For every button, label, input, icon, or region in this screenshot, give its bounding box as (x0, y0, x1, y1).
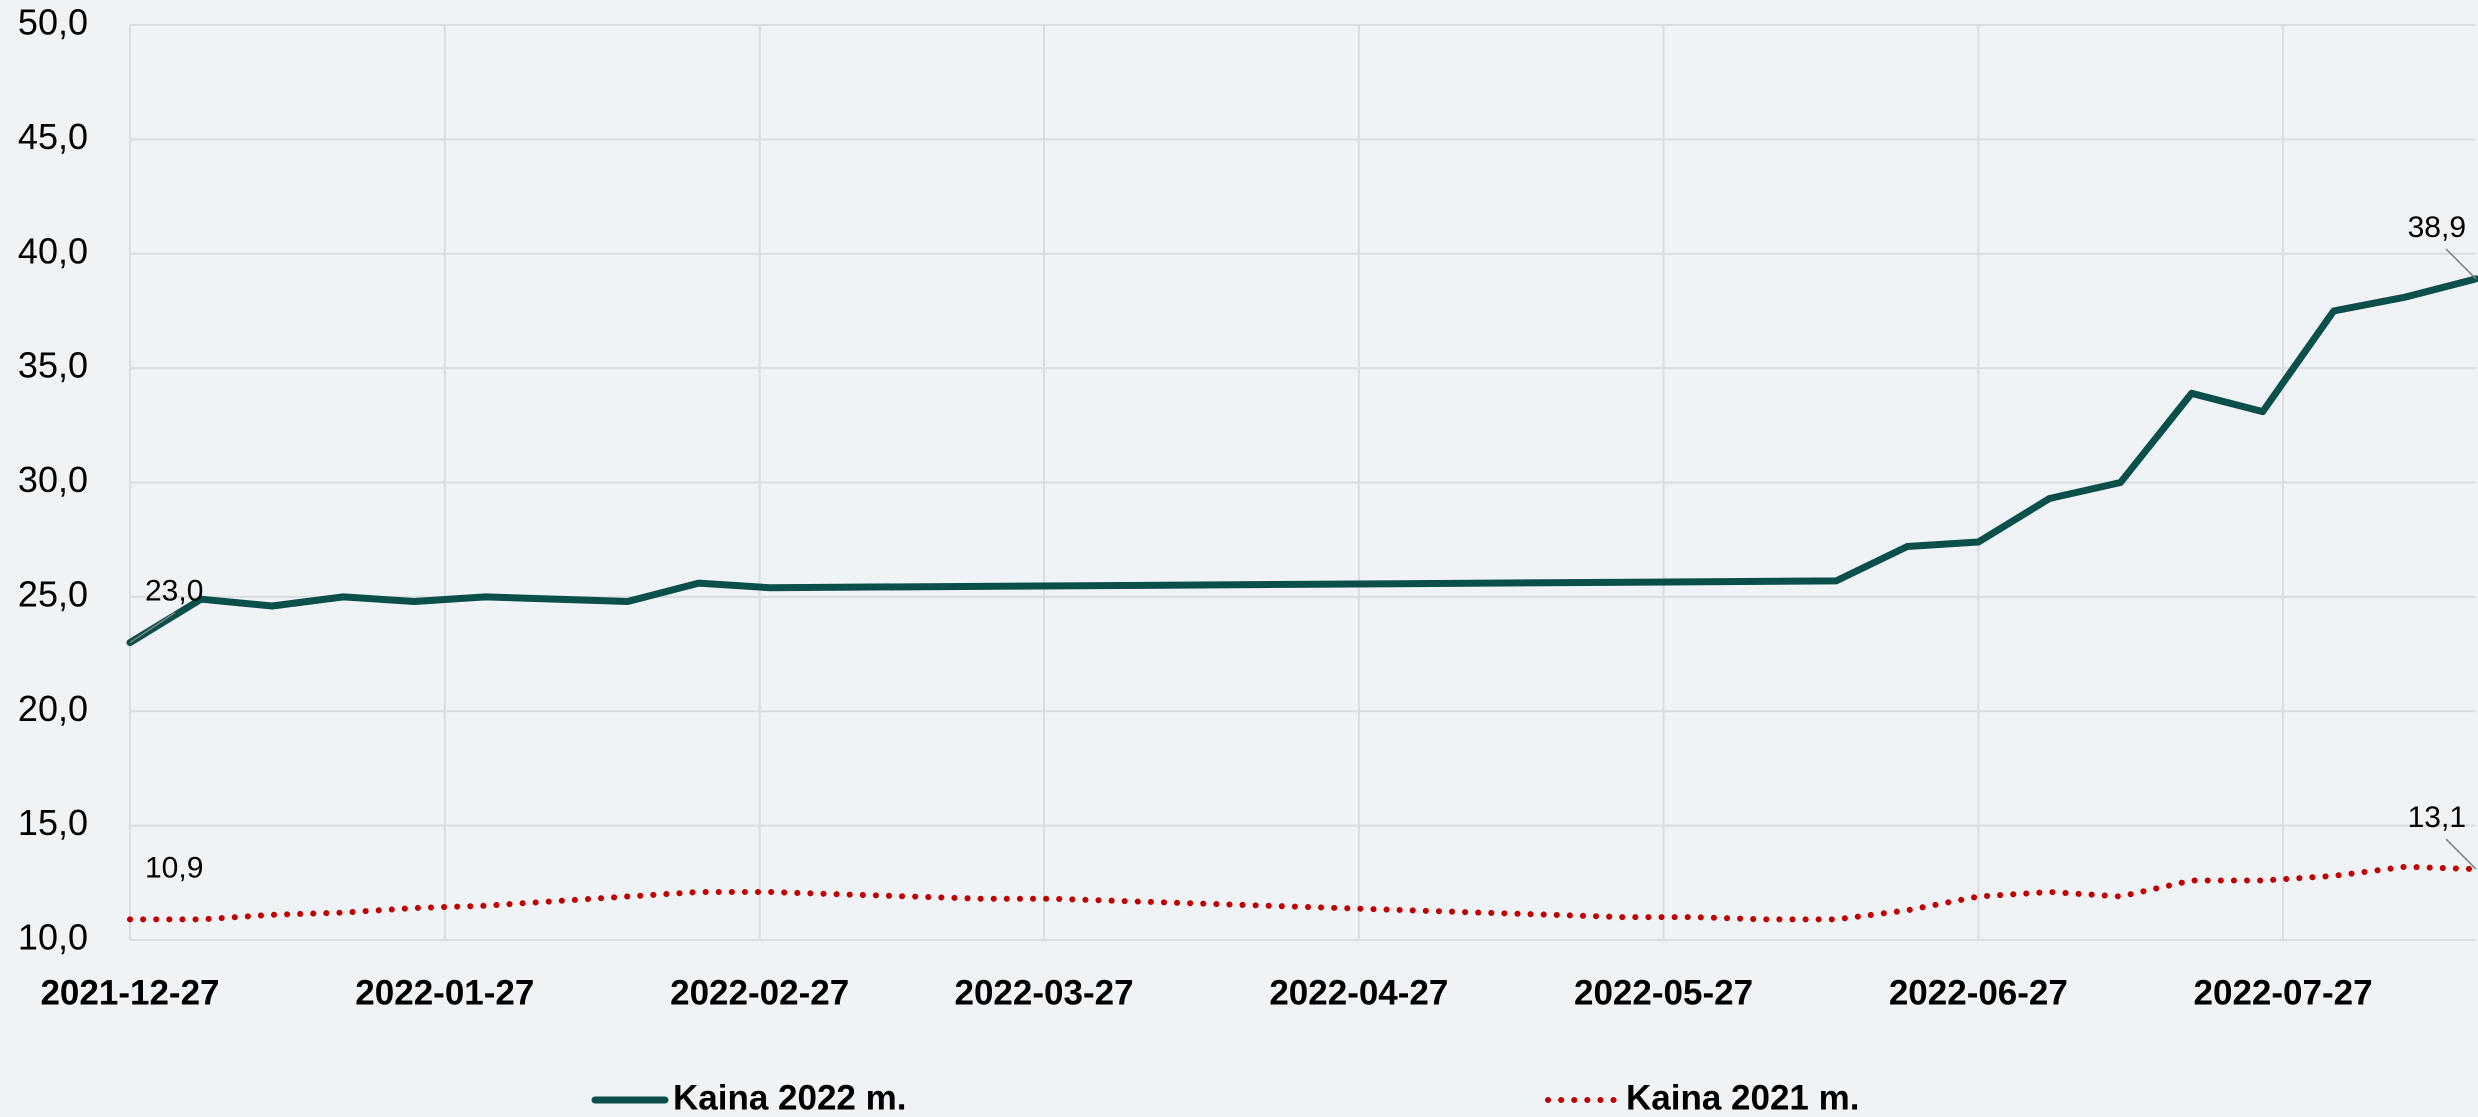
data-label: 13,1 (2408, 801, 2466, 834)
y-tick-label: 20,0 (18, 688, 88, 729)
x-tick-label: 2022-01-27 (355, 973, 534, 1012)
y-tick-label: 45,0 (18, 116, 88, 157)
data-label: 38,9 (2408, 211, 2466, 244)
legend-label: Kaina 2022 m. (673, 1078, 906, 1117)
x-tick-label: 2022-07-27 (2194, 973, 2373, 1012)
leader-line (129, 612, 176, 644)
series-line (126, 275, 2478, 647)
y-tick-label: 30,0 (18, 459, 88, 500)
leader-line (2445, 838, 2477, 870)
x-tick-label: 2022-04-27 (1269, 973, 1448, 1012)
x-tick-label: 2022-05-27 (1574, 973, 1753, 1012)
series-line (127, 863, 2478, 923)
data-label: 23,0 (145, 575, 203, 608)
leader-line (2445, 248, 2477, 280)
data-label: 10,9 (145, 851, 203, 884)
legend-label: Kaina 2021 m. (1626, 1078, 1859, 1117)
x-tick-label: 2021-12-27 (40, 973, 219, 1012)
x-tick-label: 2022-02-27 (670, 973, 849, 1012)
y-tick-label: 10,0 (18, 917, 88, 958)
x-tick-label: 2022-03-27 (955, 973, 1134, 1012)
y-tick-label: 25,0 (18, 573, 88, 614)
y-tick-label: 35,0 (18, 345, 88, 386)
x-tick-label: 2022-06-27 (1889, 973, 2068, 1012)
y-tick-label: 50,0 (18, 2, 88, 43)
y-tick-label: 40,0 (18, 230, 88, 271)
y-tick-label: 15,0 (18, 802, 88, 843)
